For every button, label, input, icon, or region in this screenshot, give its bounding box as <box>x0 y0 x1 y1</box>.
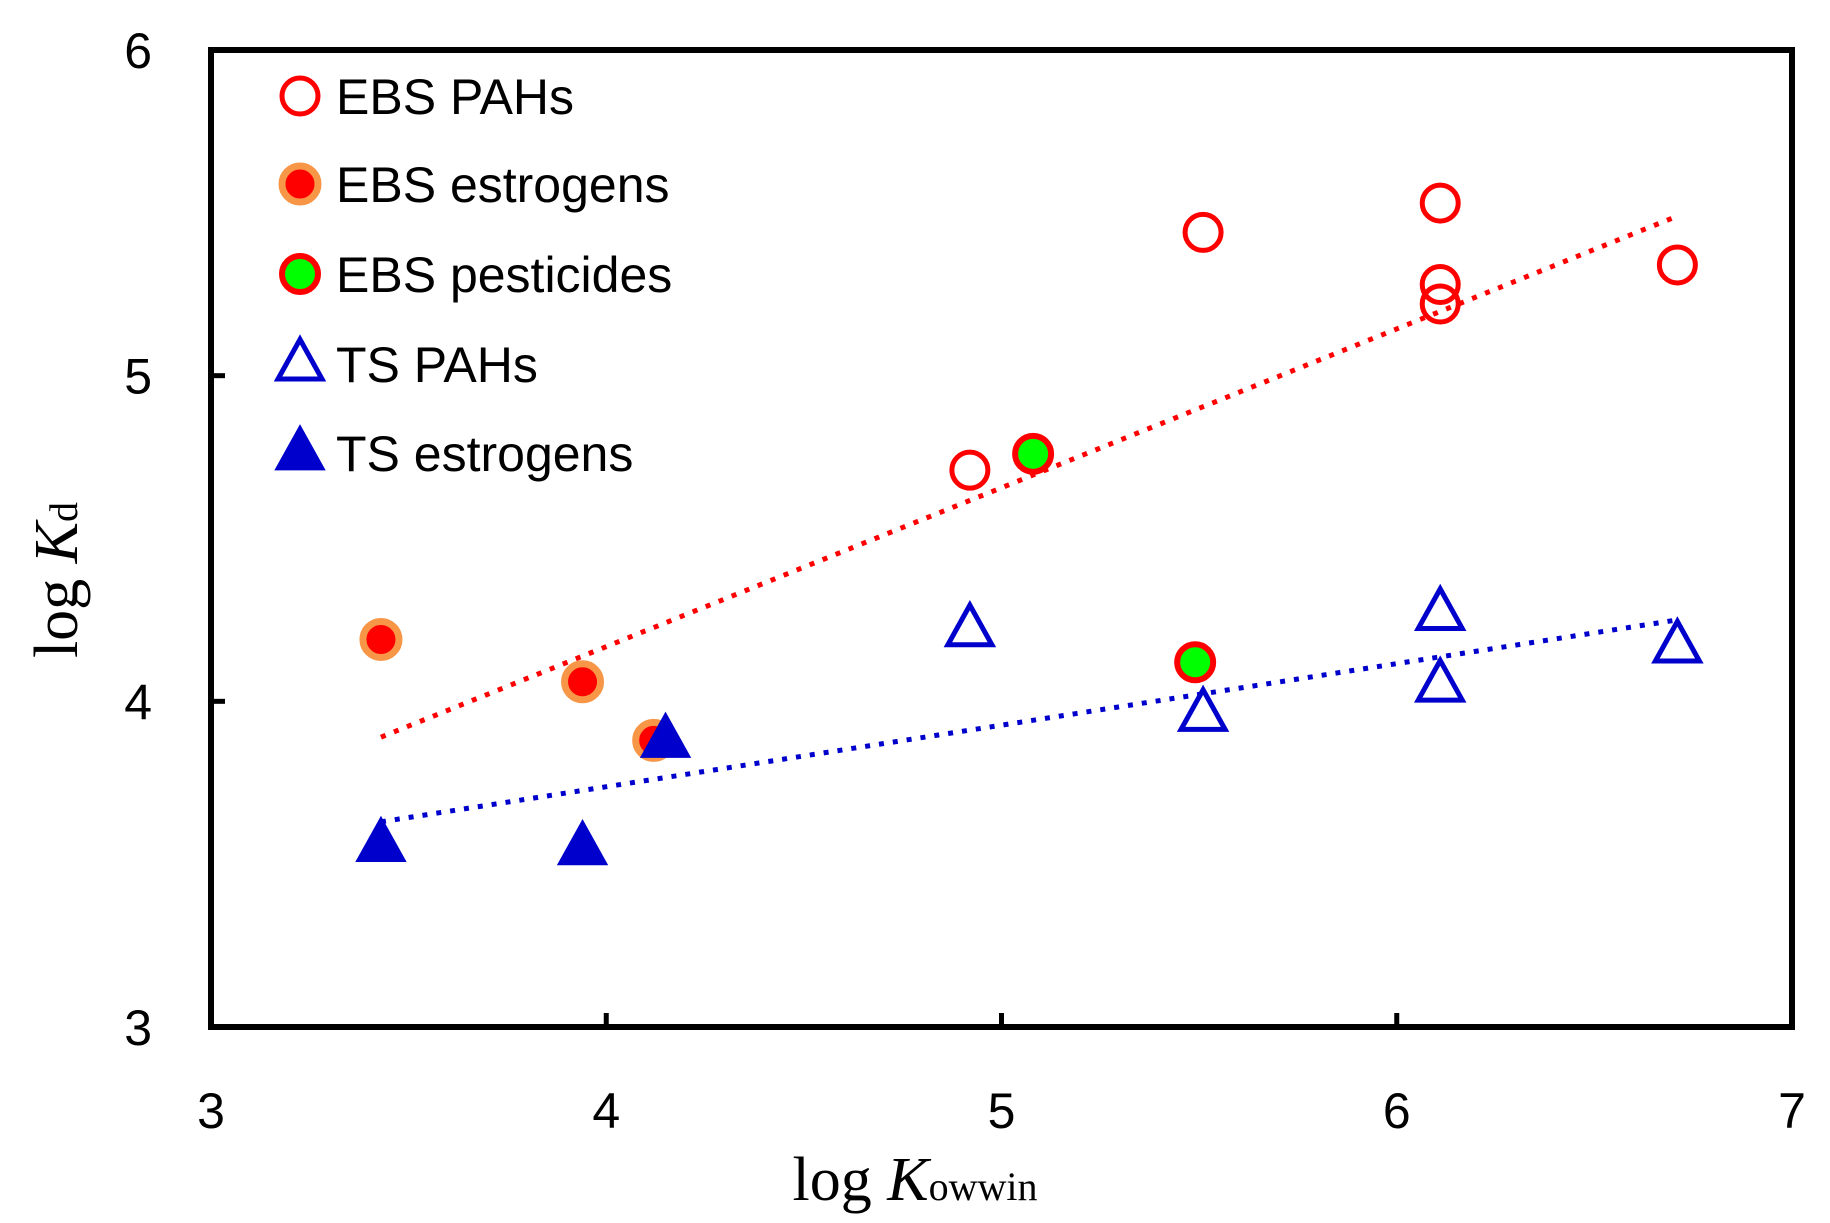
point-ebs-pahs-1 <box>949 449 991 491</box>
point-ts-pahs-1 <box>943 599 997 648</box>
x-axis-title: log Kowwin <box>793 1146 1038 1214</box>
point-ebs-pahs-4 <box>1419 263 1461 305</box>
point-ts-estrogens-1 <box>355 815 407 863</box>
legend: EBS PAHs EBS estrogens EBS pesticides TS PA… <box>273 69 672 482</box>
y-tick-label-5: 5 <box>124 349 152 405</box>
point-ebs-estrogens-2 <box>561 660 605 704</box>
legend-marker-ts-estrogens <box>274 424 326 471</box>
point-ts-pahs-3 <box>1413 583 1467 631</box>
legend-label-ts-estrogens: TS estrogens <box>336 426 633 482</box>
legend-marker-ebs-estrogens <box>278 162 322 206</box>
tick-layer: 3 4 5 6 7 3 4 5 6 <box>124 23 1806 1139</box>
y-tick-label-3: 3 <box>124 1000 152 1056</box>
legend-label-ebs-pesticides: EBS pesticides <box>336 247 672 303</box>
x-tick-label-3: 3 <box>197 1083 225 1139</box>
point-ts-pahs-4 <box>1413 655 1467 703</box>
point-ts-estrogens-2 <box>556 819 609 866</box>
legend-label-ebs-estrogens: EBS estrogens <box>336 157 670 213</box>
y-axis-title: log Kd <box>23 502 91 658</box>
point-ebs-pahs-3 <box>1419 182 1461 224</box>
point-ebs-pesticides-1 <box>1012 432 1055 475</box>
legend-label-ts-pahs: TS PAHs <box>336 337 538 393</box>
point-ebs-pahs-5 <box>1419 283 1461 325</box>
legend-marker-ebs-pesticides <box>279 253 321 295</box>
point-ts-estrogens-3 <box>639 711 692 758</box>
legend-label-ebs-pahs: EBS PAHs <box>336 69 574 125</box>
trendline-ts <box>380 617 1678 825</box>
x-tick-label-7: 7 <box>1778 1083 1806 1139</box>
legend-marker-ebs-pahs <box>279 75 321 117</box>
y-tick-label-4: 4 <box>124 674 152 730</box>
trendline-layer <box>380 213 1679 825</box>
point-ebs-pesticides-2 <box>1174 641 1217 684</box>
legend-marker-ts-pahs <box>273 334 327 382</box>
point-ebs-pahs-6 <box>1656 244 1698 286</box>
point-ts-pahs-2 <box>1176 684 1230 732</box>
marker-layer <box>355 182 1704 866</box>
trendline-ebs <box>380 213 1679 740</box>
point-ebs-estrogens-1 <box>359 617 403 661</box>
x-tick-label-4: 4 <box>592 1083 620 1139</box>
x-tick-label-6: 6 <box>1383 1083 1411 1139</box>
x-tick-label-5: 5 <box>988 1083 1016 1139</box>
point-ebs-pahs-2 <box>1182 211 1224 253</box>
y-tick-label-6: 6 <box>124 23 152 79</box>
point-ts-pahs-5 <box>1651 616 1704 664</box>
